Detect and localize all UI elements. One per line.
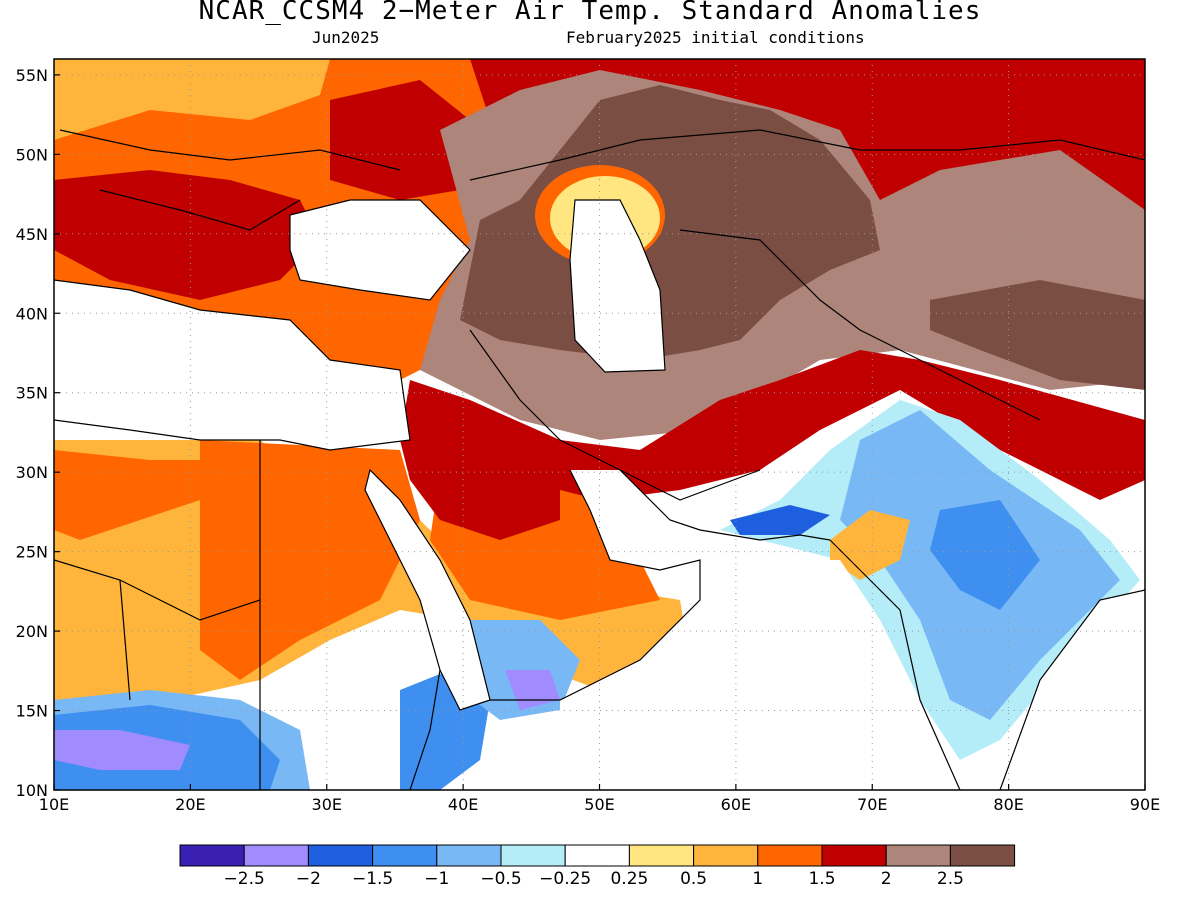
- colorbar-label: −2: [296, 869, 321, 889]
- border-sahara-2: [54, 559, 261, 621]
- colorbar-label: −1: [424, 869, 449, 889]
- region-europe-light: [54, 59, 330, 140]
- lat-tick-label: 35N: [16, 384, 48, 403]
- colorbar-swatch: [436, 844, 502, 867]
- colorbar-swatch: [693, 844, 759, 867]
- lat-tick-label: 45N: [16, 225, 48, 244]
- colorbar-swatch: [821, 844, 887, 867]
- colorbar-swatch: [179, 844, 245, 867]
- coast-mediterranean: [54, 279, 411, 451]
- mask-black-sea: [290, 200, 470, 300]
- colorbar-swatch: [885, 844, 951, 867]
- colorbar-label: 1.5: [808, 869, 835, 889]
- lon-tick-label: 90E: [1130, 795, 1160, 814]
- coast-east-africa: [409, 669, 441, 790]
- coast-caspian: [569, 199, 666, 373]
- region-iran-red: [400, 350, 1145, 500]
- lon-tick-label: 40E: [448, 795, 478, 814]
- colorbar-label: 0.5: [680, 869, 707, 889]
- lat-tick-label: 25N: [16, 543, 48, 562]
- border-central-asia: [679, 229, 1041, 421]
- region-central-asia-dark-brown: [460, 85, 880, 360]
- border-russia: [469, 129, 1145, 181]
- region-gujarat-orange: [830, 510, 910, 580]
- lon-tick-label: 10E: [39, 795, 69, 814]
- coast-india: [829, 539, 1145, 790]
- forecast-month: Jun2025: [312, 28, 380, 47]
- colorbar-label: −2.5: [224, 869, 265, 889]
- border-europe-1: [59, 129, 401, 171]
- colorbar-swatch: [757, 844, 823, 867]
- region-india-mid-blue: [930, 500, 1040, 610]
- lon-tick-label: 80E: [993, 795, 1023, 814]
- coast-black-sea: [289, 199, 471, 301]
- lon-tick-label: 20E: [175, 795, 205, 814]
- lon-tick-label: 70E: [857, 795, 887, 814]
- lon-tick-label: 30E: [312, 795, 342, 814]
- lat-tick-label: 10N: [16, 781, 48, 800]
- colorbar-label: 2: [881, 869, 892, 889]
- mask-persian-gulf: [570, 470, 700, 570]
- colorbar-swatch: [500, 844, 566, 867]
- mask-caspian: [570, 200, 665, 372]
- border-iran: [469, 329, 761, 501]
- lat-tick-label: 50N: [16, 145, 48, 164]
- longitude-axis: 10E 20E 30E 40E 50E 60E 70E 80E 90E: [39, 784, 1160, 814]
- colorbar-label: −0.5: [480, 869, 521, 889]
- region-egypt-orange: [200, 440, 420, 680]
- initial-conditions: February2025 initial conditions: [566, 28, 865, 47]
- mask-bay-of-bengal: [1000, 590, 1145, 790]
- map-title: NCAR_CCSM4 2−Meter Air Temp. Standard An…: [198, 0, 982, 26]
- colorbar-swatch: [372, 844, 438, 867]
- region-far-east-dark-brown: [930, 280, 1145, 390]
- mask-red-sea: [365, 470, 490, 710]
- colorbar-label: −0.25: [539, 869, 591, 889]
- lat-tick-label: 30N: [16, 463, 48, 482]
- anomaly-shading: [54, 59, 1145, 790]
- border-europe-2: [99, 189, 301, 231]
- region-ukraine-red: [330, 80, 470, 200]
- colorbar-label: −1.5: [352, 869, 393, 889]
- colorbar-swatch: [949, 844, 1016, 867]
- colorbar-swatch: [628, 844, 695, 867]
- lat-tick-label: 15N: [16, 702, 48, 721]
- region-arabia-red: [400, 440, 560, 540]
- colorbar-label: 2.5: [937, 869, 964, 889]
- lon-tick-label: 60E: [721, 795, 751, 814]
- colorbar-label: 0.25: [610, 869, 648, 889]
- colorbar-swatch: [307, 844, 374, 867]
- mask-mediterranean: [54, 280, 410, 450]
- colorbar: −2.5 −2 −1.5 −1 −0.5 −0.25 0.25 0.5 1 1.5 2 2.5: [179, 844, 1016, 889]
- lat-tick-label: 55N: [16, 66, 48, 85]
- border-sahara-3: [119, 579, 131, 701]
- latitude-axis: 10N 15N 20N 25N 30N 35N 40N 45N 50N 55N: [16, 66, 60, 800]
- coastlines: [54, 129, 1145, 790]
- coast-persian-gulf: [619, 469, 831, 541]
- lon-tick-label: 50E: [584, 795, 614, 814]
- colorbar-swatch: [243, 844, 309, 867]
- colorbar-label: 1: [752, 869, 763, 889]
- colorbar-swatch: [564, 844, 630, 867]
- lat-tick-label: 40N: [16, 304, 48, 323]
- lat-tick-label: 20N: [16, 622, 48, 641]
- region-balkans-red: [54, 170, 320, 300]
- coast-arabia: [490, 469, 701, 701]
- mask-arabian-sea: [560, 560, 960, 790]
- region-gulf-blue: [730, 505, 830, 535]
- coast-red-sea: [364, 468, 491, 711]
- region-sahel-purple: [54, 730, 190, 770]
